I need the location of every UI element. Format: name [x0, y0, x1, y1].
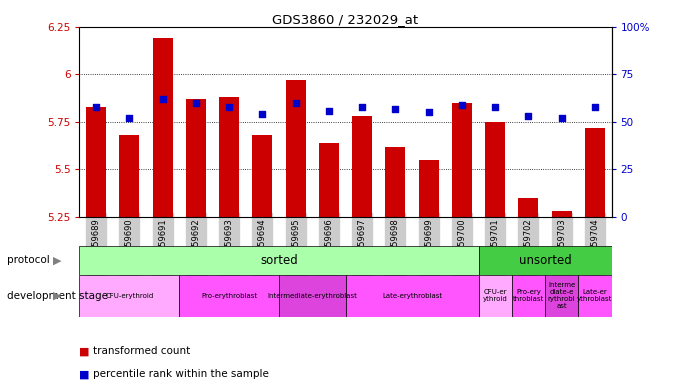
Bar: [352, 116, 372, 217]
Point: [423, 109, 434, 116]
Bar: [485, 122, 505, 217]
Bar: [478, 275, 512, 317]
Bar: [252, 135, 272, 217]
Bar: [585, 127, 605, 217]
Text: Late-er
ythroblast: Late-er ythroblast: [577, 289, 613, 302]
Bar: [179, 275, 279, 317]
Point: [490, 104, 501, 110]
Point: [91, 104, 102, 110]
Bar: [386, 147, 406, 217]
Point: [257, 111, 268, 118]
Text: ▶: ▶: [53, 291, 61, 301]
Text: Interme
diate-e
rythrobl
ast: Interme diate-e rythrobl ast: [548, 282, 576, 309]
Bar: [419, 160, 439, 217]
Text: sorted: sorted: [260, 254, 298, 266]
Point: [456, 102, 467, 108]
Bar: [79, 275, 179, 317]
Bar: [86, 107, 106, 217]
Bar: [545, 275, 578, 317]
Text: unsorted: unsorted: [519, 254, 571, 266]
Point: [357, 104, 368, 110]
Bar: [578, 275, 612, 317]
Point: [124, 115, 135, 121]
Point: [589, 104, 600, 110]
Text: Pro-erythroblast: Pro-erythroblast: [201, 293, 257, 299]
Text: development stage: development stage: [7, 291, 108, 301]
Text: ■: ■: [79, 346, 93, 356]
Text: ■: ■: [79, 369, 93, 379]
Text: Late-erythroblast: Late-erythroblast: [382, 293, 442, 299]
Text: CFU-er
ythroid: CFU-er ythroid: [483, 289, 507, 302]
Bar: [285, 80, 305, 217]
Text: protocol: protocol: [7, 255, 50, 265]
Text: Intermediate-erythroblast: Intermediate-erythroblast: [267, 293, 357, 299]
Bar: [120, 135, 140, 217]
Bar: [346, 275, 478, 317]
Bar: [79, 246, 478, 275]
Bar: [219, 97, 239, 217]
Text: percentile rank within the sample: percentile rank within the sample: [93, 369, 269, 379]
Text: Pro-ery
throblast: Pro-ery throblast: [513, 289, 544, 302]
Point: [190, 100, 201, 106]
Point: [390, 106, 401, 112]
Bar: [319, 143, 339, 217]
Bar: [186, 99, 206, 217]
Point: [290, 100, 301, 106]
Point: [556, 115, 567, 121]
Bar: [518, 198, 538, 217]
Bar: [279, 275, 346, 317]
Bar: [512, 275, 545, 317]
Text: ▶: ▶: [53, 255, 61, 265]
Bar: [478, 246, 612, 275]
Point: [157, 96, 168, 102]
Bar: [452, 103, 472, 217]
Bar: [551, 211, 571, 217]
Text: CFU-erythroid: CFU-erythroid: [105, 293, 153, 299]
Bar: [153, 38, 173, 217]
Point: [224, 104, 235, 110]
Point: [523, 113, 534, 119]
Point: [323, 108, 334, 114]
Text: transformed count: transformed count: [93, 346, 191, 356]
Title: GDS3860 / 232029_at: GDS3860 / 232029_at: [272, 13, 419, 26]
